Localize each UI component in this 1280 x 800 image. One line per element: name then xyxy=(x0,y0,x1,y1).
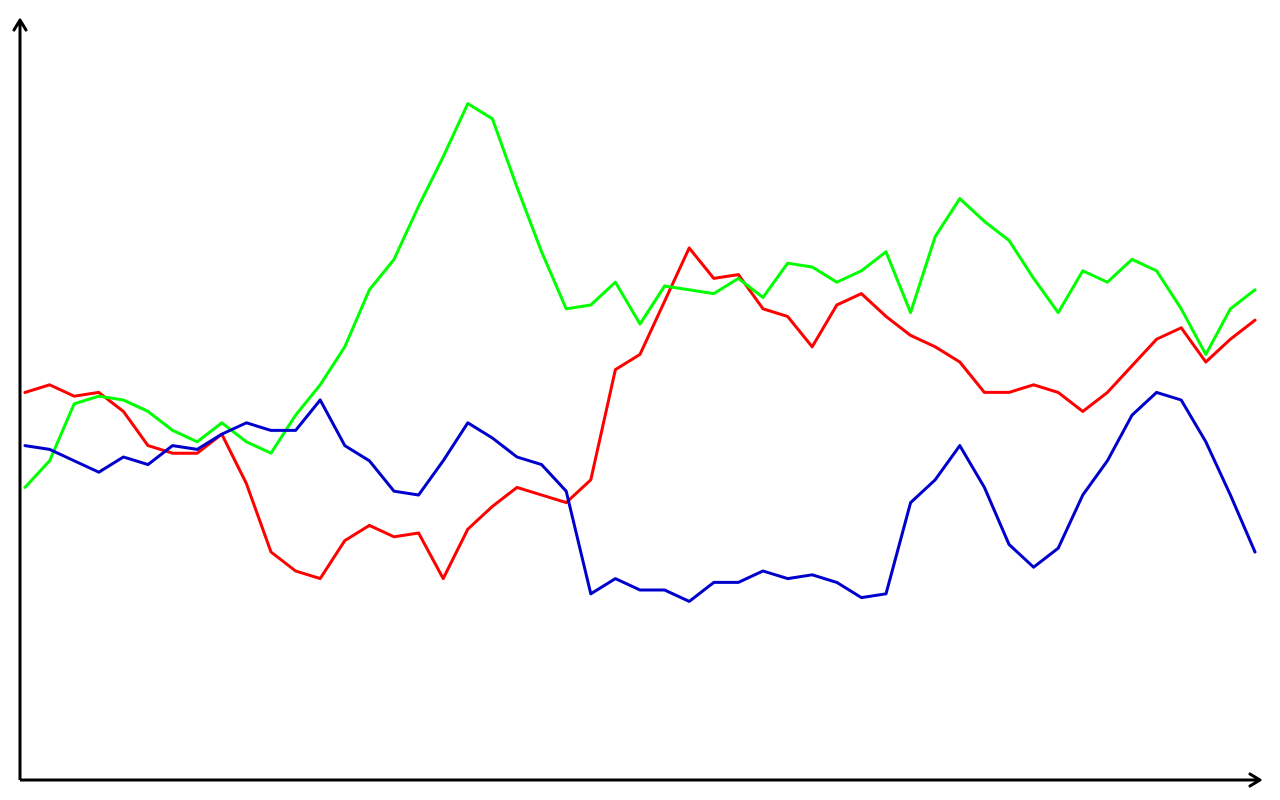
series-line-3 xyxy=(23,390,1257,603)
y-axis xyxy=(12,18,28,780)
y-axis-arrow-icon xyxy=(12,18,28,32)
series-group xyxy=(23,102,1257,603)
x-axis xyxy=(20,772,1262,788)
series-line-1 xyxy=(23,246,1257,581)
series-line-2 xyxy=(23,102,1257,489)
x-axis-arrow-icon xyxy=(1248,772,1262,788)
